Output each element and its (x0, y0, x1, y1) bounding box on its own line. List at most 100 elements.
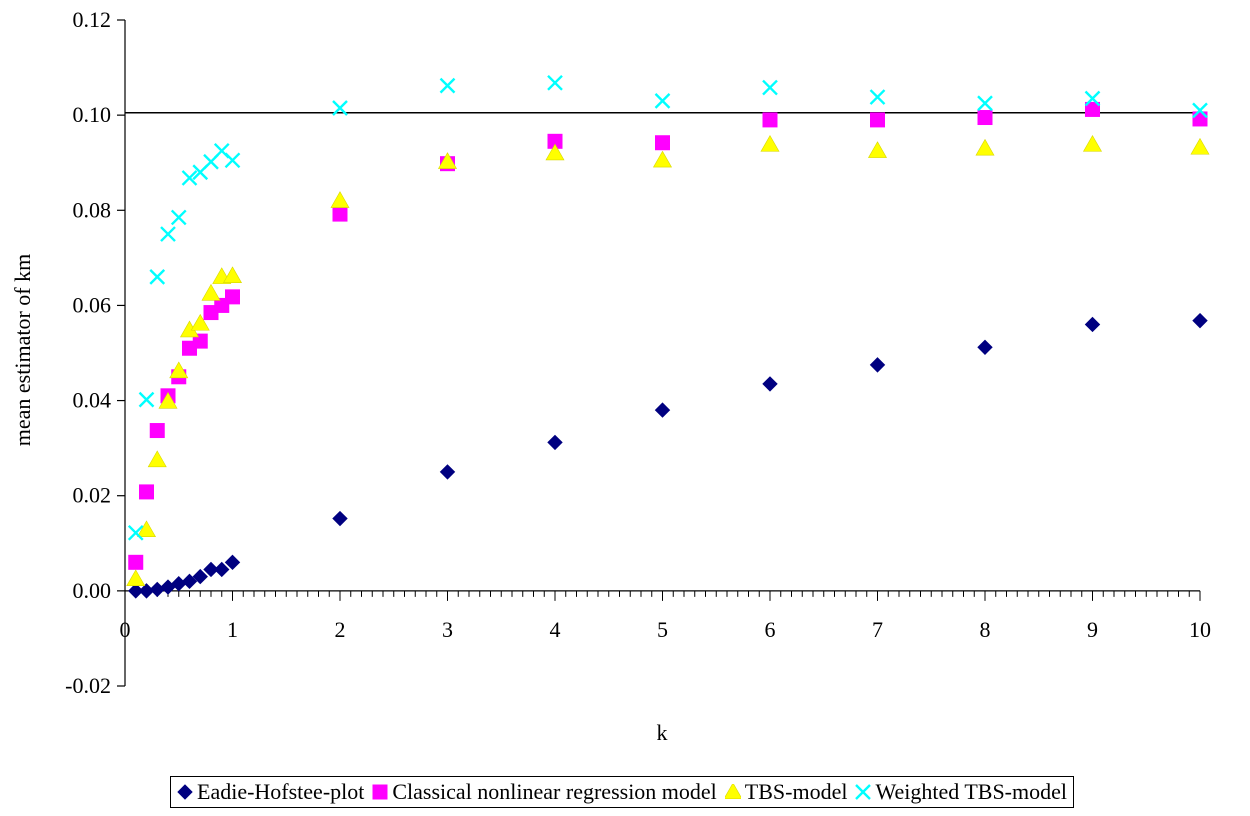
data-point-diamond (869, 357, 886, 373)
series-triangle (126, 135, 1210, 587)
data-point-x (1084, 90, 1101, 107)
legend-marker-diamond (177, 784, 193, 800)
x-tick-label: 6 (765, 617, 776, 642)
data-point-triangle (760, 135, 780, 152)
data-point-square (192, 333, 208, 349)
data-point-triangle (1190, 137, 1210, 155)
y-axis-ticks: -0.02 0.00 0.02 0.04 0.06 0.08 0.10 0.12 (65, 7, 125, 698)
data-point-diamond (762, 376, 778, 392)
data-point-x (224, 152, 241, 169)
data-point-x (170, 209, 187, 226)
data-point-x (181, 170, 198, 186)
x-tick-label: 10 (1189, 617, 1211, 642)
series-x (127, 74, 1208, 541)
data-point-square (655, 135, 670, 151)
legend-label: Classical nonlinear regression model (392, 779, 717, 804)
data-point-diamond (654, 402, 671, 418)
series-diamond (128, 312, 1208, 599)
data-point-triangle (136, 520, 157, 538)
data-point-diamond (547, 434, 563, 451)
series-square (128, 101, 1208, 570)
data-point-x (1192, 102, 1208, 119)
x-tick-label: 9 (1087, 617, 1098, 642)
data-point-x (439, 77, 456, 94)
data-point-diamond (192, 568, 208, 585)
data-point-square (149, 423, 165, 439)
data-point-x (149, 269, 166, 285)
data-point-diamond (1084, 316, 1101, 333)
data-point-square (128, 554, 144, 570)
legend-label: TBS-model (744, 779, 848, 804)
data-point-triangle (437, 152, 458, 169)
data-point-diamond (128, 583, 144, 599)
y-tick-label: 0.00 (73, 578, 112, 603)
data-point-x (138, 391, 155, 408)
data-point-x (332, 100, 348, 116)
y-tick-label: 0.02 (73, 483, 112, 508)
data-point-triangle (190, 313, 210, 331)
data-point-square (225, 289, 240, 305)
data-point-triangle (867, 141, 888, 158)
data-point-diamond (149, 581, 165, 598)
data-point-diamond (1192, 312, 1208, 329)
data-point-x (547, 74, 563, 91)
x-tick-label: 5 (657, 617, 668, 642)
data-point-x (869, 89, 886, 105)
y-tick-label: 0.12 (73, 7, 112, 32)
data-point-square (332, 206, 348, 222)
legend: Eadie-Hofstee-plot Classical nonlinear re… (170, 776, 1074, 808)
y-tick-label: -0.02 (65, 673, 111, 698)
legend-marker-triangle (724, 784, 741, 800)
legend-label: Weighted TBS-model (875, 779, 1067, 804)
data-point-square (1085, 101, 1100, 117)
legend-item: TBS-model (724, 779, 848, 805)
data-point-triangle (222, 266, 243, 283)
x-axis-label: k (657, 720, 668, 745)
data-point-triangle (201, 283, 221, 301)
x-tick-label: 8 (980, 617, 991, 642)
legend-marker-x (855, 784, 872, 800)
legend-marker-square (372, 784, 388, 800)
y-tick-label: 0.08 (73, 197, 112, 222)
y-tick-label: 0.06 (73, 292, 112, 317)
data-point-diamond (214, 561, 230, 578)
x-axis-ticks: 0 1 2 3 4 5 6 7 8 9 10 (120, 590, 1211, 642)
data-point-x (654, 93, 671, 109)
data-point-x (127, 524, 144, 541)
data-point-square (762, 112, 778, 128)
data-point-diamond (224, 554, 241, 571)
legend-item: Weighted TBS-model (855, 779, 1067, 805)
data-point-x (762, 79, 778, 96)
y-tick-label: 0.04 (73, 388, 112, 413)
data-points (126, 74, 1210, 599)
x-tick-label: 3 (442, 617, 453, 642)
data-point-triangle (126, 569, 146, 587)
data-point-triangle (1082, 135, 1103, 152)
data-point-triangle (147, 450, 167, 468)
y-tick-label: 0.10 (73, 102, 112, 127)
data-point-diamond (203, 561, 219, 578)
data-point-diamond (332, 510, 348, 527)
x-tick-label: 4 (550, 617, 561, 642)
x-tick-label: 2 (335, 617, 346, 642)
data-point-square (139, 484, 154, 500)
data-point-square (870, 112, 885, 128)
data-point-x (160, 226, 176, 242)
data-point-diamond (439, 464, 456, 480)
data-point-triangle (158, 391, 178, 409)
data-point-diamond (181, 573, 198, 590)
data-point-x (977, 95, 993, 112)
legend-label: Eadie-Hofstee-plot (197, 779, 365, 804)
x-tick-label: 7 (872, 617, 883, 642)
legend-item: Eadie-Hofstee-plot (177, 779, 364, 805)
data-point-diamond (977, 339, 993, 355)
data-point-triangle (330, 191, 350, 208)
data-point-triangle (545, 143, 565, 161)
data-point-triangle (975, 138, 995, 156)
y-axis-label: mean estimator of km (10, 254, 35, 446)
data-point-triangle (169, 361, 189, 379)
x-tick-label: 1 (227, 617, 238, 642)
data-point-square (977, 110, 993, 126)
legend-item: Classical nonlinear regression model (372, 779, 717, 805)
